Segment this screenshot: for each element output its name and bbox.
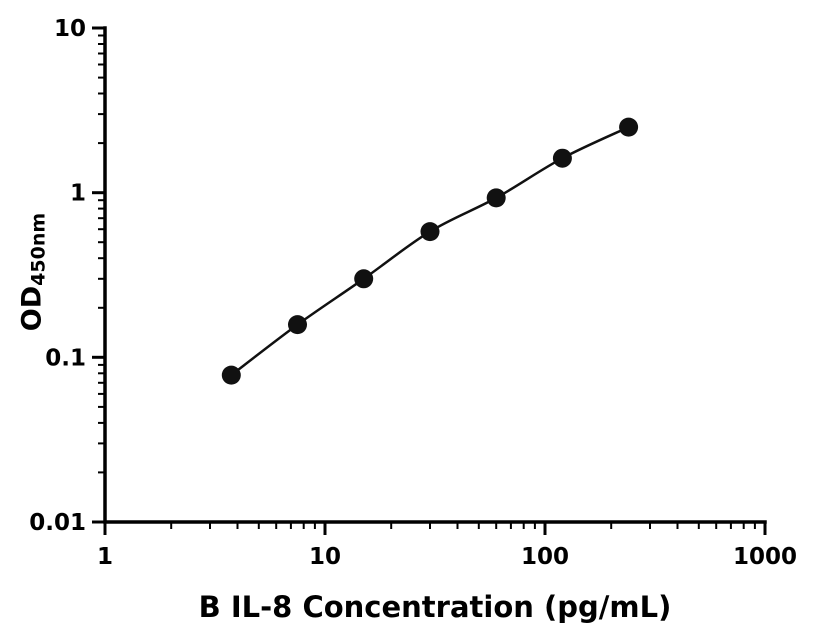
x-tick-label: 1000 [733, 544, 797, 570]
data-point [288, 315, 307, 335]
y-axis-title: OD450nm [17, 213, 50, 331]
y-tick-label: 0.01 [29, 510, 86, 536]
x-tick-label: 1 [97, 544, 113, 570]
axes [103, 26, 767, 524]
x-tick-label: 100 [521, 544, 569, 570]
data-point [354, 269, 374, 289]
data-point [221, 365, 241, 385]
y-tick-label: 0.1 [45, 345, 86, 371]
x-axis-title: B IL-8 Concentration (pg/mL) [198, 590, 672, 624]
y-tick-label: 1 [70, 181, 86, 207]
data-point [619, 117, 639, 137]
data-point [486, 188, 506, 208]
data-point [420, 222, 440, 242]
y-tick-label: 10 [54, 16, 86, 42]
x-tick-label: 10 [309, 544, 341, 570]
y-axis-title-subscript: 450nm [27, 212, 50, 286]
y-axis-title-main: OD [16, 285, 48, 332]
data-point [552, 148, 572, 168]
